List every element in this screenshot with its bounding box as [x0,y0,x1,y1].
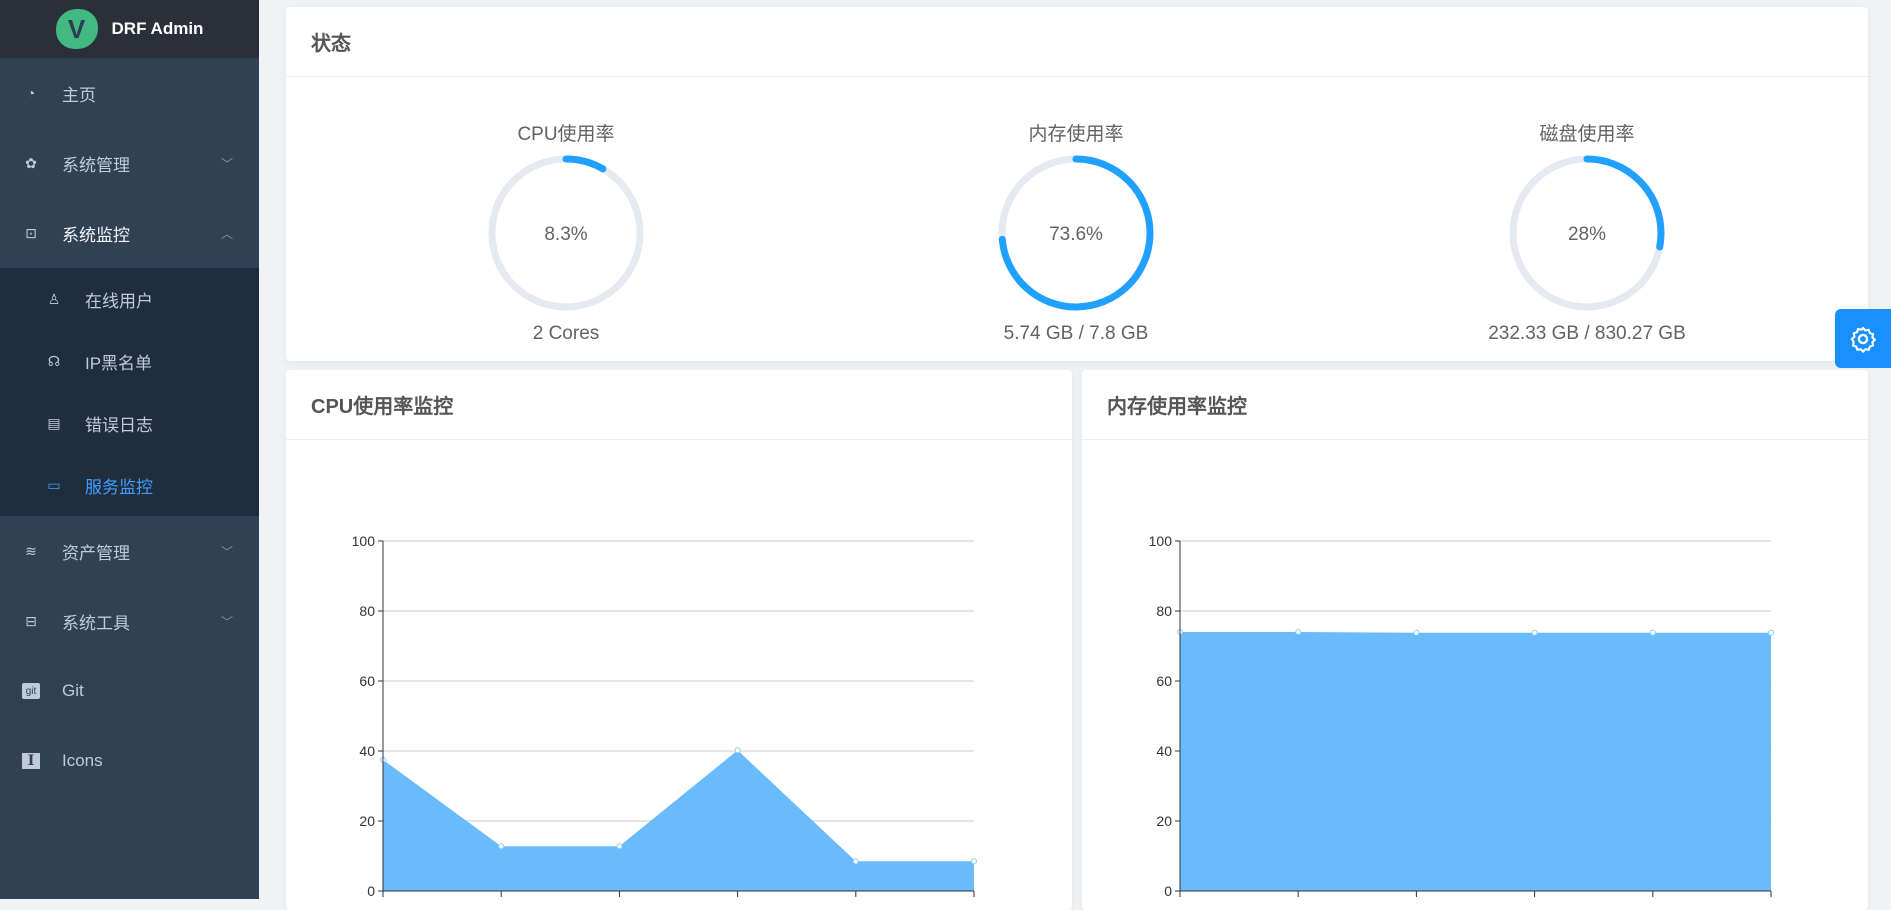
icons-icon: I [22,753,40,769]
gauge-label: CPU使用率 [517,124,615,145]
sidebar-item-label: Icons [62,751,103,770]
gauge-ring: 8.3% [488,155,644,311]
sidebar-item-online-users[interactable]: ♙ 在线用户 [0,268,259,330]
sidebar-item-icons[interactable]: I Icons [0,726,259,796]
sidebar-item-label: 资产管理 [62,543,130,563]
cpu-chart-card: CPU使用率监控 [286,370,1072,910]
gauge-progress [1509,155,1665,311]
sidebar-item-label: 主页 [62,85,96,105]
sidebar-item-asset-management[interactable]: ≋ 资产管理 ﹀ [0,516,259,586]
gauge-value: 73.6% [1049,224,1103,245]
gauge-1: 内存使用率 73.6% 5.74 GB / 7.8 GB [926,119,1226,345]
blacklist-icon: ☊ [47,352,61,369]
sidebar-item-label: 错误日志 [85,415,153,435]
cpu-chart-title: CPU使用率监控 [286,370,1072,440]
memory-chart-card: 内存使用率监控 [1082,370,1868,910]
online-user-icon: ♙ [47,290,61,307]
sidebar-item-label: 系统工具 [62,613,130,633]
gauge-ring: 28% [1509,155,1665,311]
gauge-footer: 5.74 GB / 7.8 GB [1003,323,1149,344]
memory-chart-title: 内存使用率监控 [1082,370,1868,440]
gauge-progress [998,155,1154,311]
gauge-label: 内存使用率 [1028,124,1124,145]
gauge-footer: 2 Cores [532,323,600,344]
sidebar-item-label: 系统监控 [62,225,130,245]
layers-icon: ≋ [25,542,37,559]
sidebar-item-server-monitor[interactable]: ▭ 服务监控 [0,454,259,516]
settings-button[interactable] [1835,309,1891,368]
sidebar-item-label: 系统管理 [62,155,130,175]
sidebar-item-label: IP黑名单 [85,353,153,373]
gear-icon [1850,326,1876,353]
server-monitor-icon: ▭ [47,476,61,493]
gear-icon: ✿ [25,154,37,171]
sidebar-item-ip-blacklist[interactable]: ☊ IP黑名单 [0,330,259,392]
sidebar-item-system-management[interactable]: ✿ 系统管理 ﹀ [0,128,259,198]
app-title: DRF Admin [111,19,204,38]
git-icon: git [22,683,40,699]
chevron-up-icon: ︿ [220,226,233,241]
sidebar-item-home[interactable]: ◔ 主页 [0,58,259,128]
sidebar-item-label: Git [62,681,84,700]
status-card: 状态 CPU使用率 8.3% 2 Cores 内存使用率 73.6% 5.74 G… [286,7,1868,361]
monitor-icon: ⊡ [25,224,37,241]
sidebar: V DRF Admin ◔ 主页 ✿ 系统管理 ﹀ ⊡ 系统监控 ︿ ♙ 在线用户 ☊ IP黑… [0,0,259,899]
logo-icon: V [55,9,98,49]
gauge-label: 磁盘使用率 [1539,124,1635,145]
sidebar-item-git[interactable]: git Git [0,656,259,726]
chevron-down-icon: ﹀ [220,544,233,559]
toolbox-icon: ⊟ [25,612,37,629]
gauge-0: CPU使用率 8.3% 2 Cores [416,119,716,345]
gauge-value: 28% [1568,224,1606,245]
gauge-footer: 232.33 GB / 830.27 GB [1488,323,1686,344]
chevron-down-icon: ﹀ [220,614,233,629]
sidebar-item-label: 在线用户 [85,291,153,311]
dashboard-icon: ◔ [26,85,36,101]
sidebar-item-system-monitor[interactable]: ⊡ 系统监控 ︿ [0,198,259,268]
gauge-2: 磁盘使用率 28% 232.33 GB / 830.27 GB [1437,119,1737,345]
submenu-system-monitor: ♙ 在线用户 ☊ IP黑名单 ▤ 错误日志 ▭ 服务监控 [0,268,259,516]
gauge-ring: 73.6% [998,155,1154,311]
chevron-down-icon: ﹀ [220,156,233,171]
sidebar-item-system-tools[interactable]: ⊟ 系统工具 ﹀ [0,586,259,656]
status-title: 状态 [286,7,1868,77]
error-log-icon: ▤ [47,414,61,431]
sidebar-item-label: 服务监控 [85,477,153,497]
logo[interactable]: V DRF Admin [0,0,259,58]
gauge-progress [488,155,644,311]
sidebar-item-error-log[interactable]: ▤ 错误日志 [0,392,259,454]
gauge-value: 8.3% [544,224,587,245]
